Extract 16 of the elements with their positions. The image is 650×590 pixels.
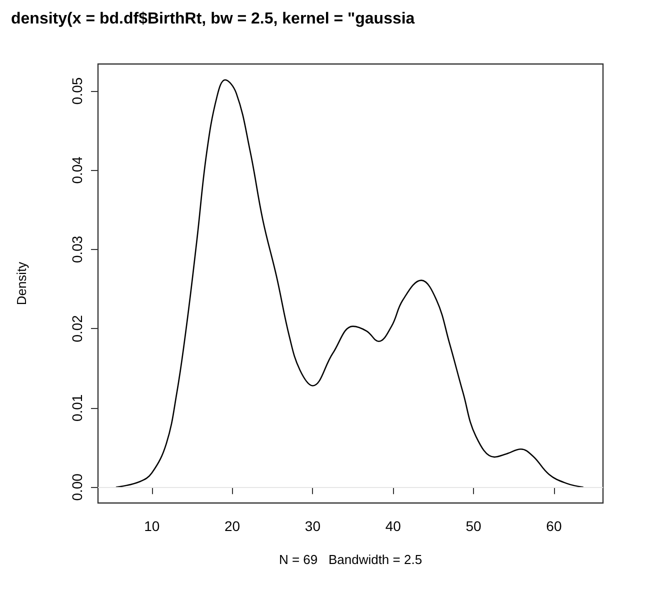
x-axis-title: N = 69 Bandwidth = 2.5 bbox=[278, 552, 422, 567]
y-tick-label: 0.05 bbox=[69, 77, 85, 105]
y-tick-label: 0.00 bbox=[69, 473, 85, 501]
x-tick-label: 50 bbox=[466, 518, 482, 534]
y-tick-label: 0.03 bbox=[69, 236, 85, 264]
x-tick-label: 40 bbox=[385, 518, 402, 534]
x-tick-label: 30 bbox=[304, 518, 321, 534]
y-tick-label: 0.01 bbox=[69, 394, 85, 422]
chart-title: density(x = bd.df$BirthRt, bw = 2.5, kernel = "gaussia bbox=[11, 10, 415, 28]
x-tick-label: 20 bbox=[224, 518, 240, 534]
y-tick-label: 0.02 bbox=[69, 314, 85, 342]
y-axis-title: Density bbox=[14, 261, 29, 306]
y-tick-label: 0.04 bbox=[69, 156, 85, 184]
line-series bbox=[116, 79, 584, 488]
x-tick-label: 60 bbox=[546, 518, 562, 534]
x-tick-label: 10 bbox=[144, 518, 160, 534]
